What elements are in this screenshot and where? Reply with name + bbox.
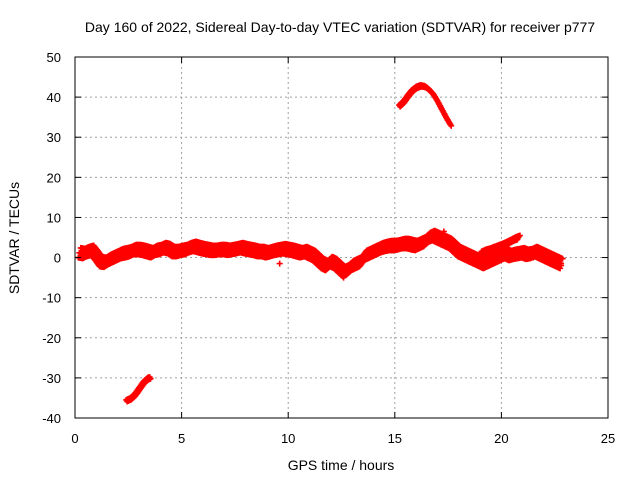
x-tick-label: 20 [494, 431, 508, 446]
x-tick-label: 25 [601, 431, 615, 446]
ticks-layer: 0 5 10 15 20 25 -40 -30 -20 -10 0 10 20 30 40 50 [42, 50, 615, 446]
x-axis-title: GPS time / hours [288, 457, 395, 473]
data-point [147, 375, 154, 382]
data-point [516, 232, 523, 239]
x-tick-label: 5 [178, 431, 185, 446]
data-point [530, 254, 537, 261]
y-tick-label: 0 [54, 251, 61, 266]
y-tick-label: -10 [42, 291, 61, 306]
data-point [558, 262, 565, 269]
y-tick-label: 10 [47, 210, 61, 225]
y-tick-label: -40 [42, 411, 61, 426]
marks-layer [75, 82, 566, 405]
x-tick-label: 15 [388, 431, 402, 446]
y-axis-title: SDTVAR / TECUs [6, 182, 22, 294]
x-tick-label: 10 [281, 431, 295, 446]
y-tick-label: 50 [47, 50, 61, 65]
data-point [559, 255, 566, 262]
grid-layer [75, 57, 608, 418]
y-tick-label: -20 [42, 331, 61, 346]
y-tick-label: 40 [47, 90, 61, 105]
series-band-main [75, 227, 566, 280]
data-point [440, 228, 447, 235]
data-point [514, 236, 521, 243]
y-tick-label: 20 [47, 170, 61, 185]
series-peak-arc [396, 82, 455, 129]
data-point [340, 274, 347, 281]
series-outliers [276, 228, 565, 281]
series-low-arc [123, 374, 154, 405]
x-tick-label: 0 [71, 431, 78, 446]
data-point [448, 122, 455, 129]
series-band-rise [476, 232, 523, 259]
y-tick-label: 30 [47, 130, 61, 145]
chart-title: Day 160 of 2022, Sidereal Day-to-day VTE… [85, 19, 595, 35]
data-point [276, 260, 283, 267]
data-point [557, 265, 564, 272]
plot-frame [74, 56, 609, 419]
y-tick-label: -30 [42, 371, 61, 386]
